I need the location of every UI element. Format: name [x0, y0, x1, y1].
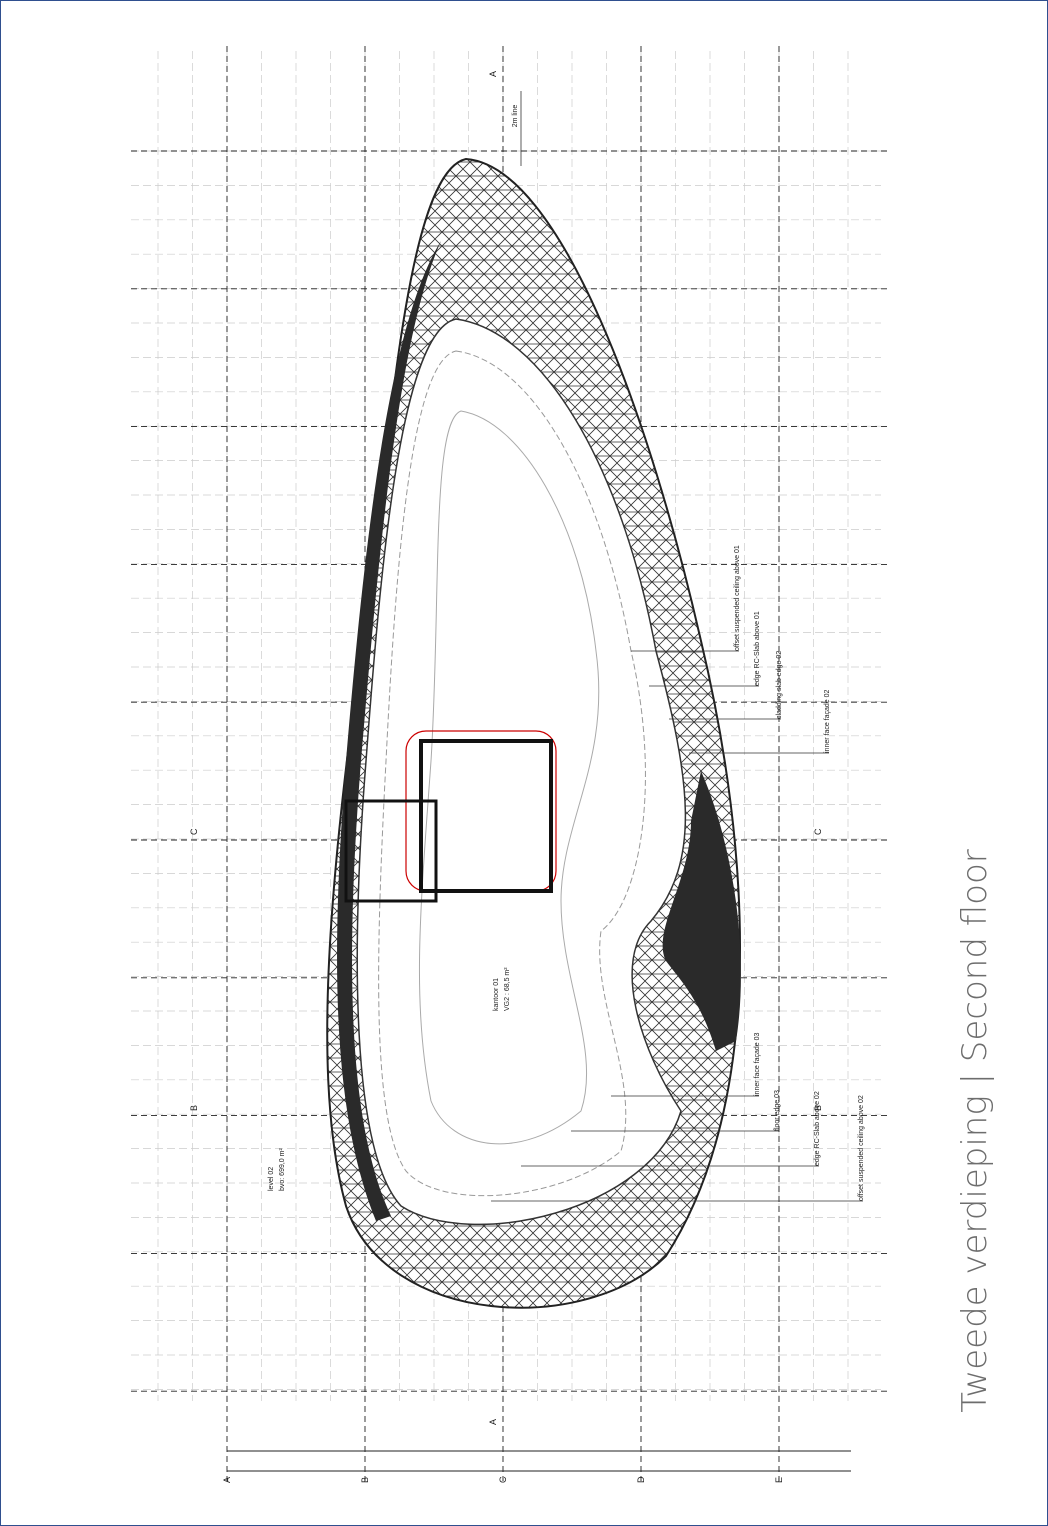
annotation: edge RC-Slab above 01: [754, 611, 761, 686]
ceiling-contour: [378, 350, 646, 1197]
inner-contour: [418, 410, 600, 1145]
page-title: Tweede verdieping | Second floor: [955, 849, 995, 1412]
grid-label: C: [498, 1476, 508, 1483]
grid-label: A: [222, 1477, 232, 1483]
annotation: inner face façade 02: [824, 689, 831, 753]
annotation: 2m line: [512, 105, 519, 128]
annotation: offset suspended ceiling above 02: [858, 1095, 865, 1201]
section-marker: B: [813, 1105, 823, 1111]
leader-lines: [491, 91, 863, 1202]
room-name: kantoor 01: [493, 978, 500, 1011]
annotation: floor edge 03: [774, 1090, 781, 1131]
grid-label: D: [636, 1476, 646, 1483]
section-marker: C: [813, 828, 823, 835]
dark-area: [662, 771, 741, 1051]
service-rooms: [344, 799, 438, 903]
level-name: level 02: [268, 1167, 275, 1191]
dark-band: [337, 241, 441, 1221]
room-area: VG2 : 68,5 m²: [504, 967, 511, 1011]
annotation: inner face façade 03: [754, 1032, 761, 1096]
annotation: offset suspended ceiling above 01: [734, 545, 741, 651]
grid-label: B: [360, 1477, 370, 1483]
level-area: bvo: 699,0 m²: [279, 1148, 286, 1191]
section-marker: A: [488, 1419, 498, 1425]
annotation: cladding slab edge 02: [776, 651, 783, 719]
grid-label: E: [774, 1477, 784, 1483]
section-marker: A: [488, 71, 498, 77]
section-marker: C: [189, 828, 199, 835]
section-marker: B: [189, 1105, 199, 1111]
floor-slab: [356, 318, 687, 1225]
annotation: edge RC-Slab above 02: [814, 1091, 821, 1166]
core-walls: [419, 739, 553, 893]
